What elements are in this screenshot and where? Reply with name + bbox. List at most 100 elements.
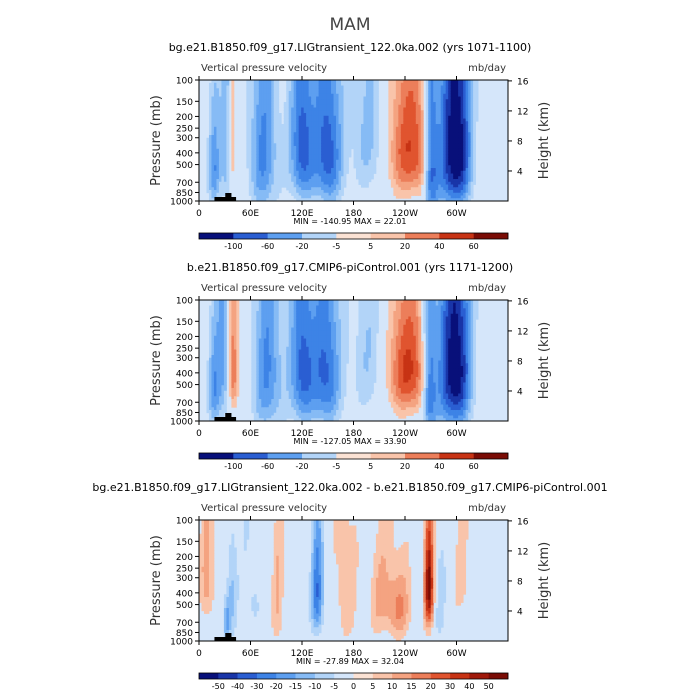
x-tick-label: 0 — [196, 429, 202, 439]
x-tick-label: 180 — [345, 649, 362, 659]
colorbar-swatch — [233, 453, 268, 459]
colorbar-tick-label: -10 — [308, 682, 321, 691]
colorbar-tick-label: 20 — [400, 462, 410, 471]
y-tick-label: 700 — [176, 619, 193, 629]
panels: bg.e21.B1850.f09_g17.LIGtransient_122.0k… — [92, 41, 607, 691]
colorbar-tick-label: 5 — [370, 682, 375, 691]
y2-tick-label: 8 — [517, 137, 523, 147]
colorbar-swatch — [334, 673, 354, 679]
topography — [214, 413, 237, 421]
x-tick-label: 120W — [392, 649, 418, 659]
colorbar-tick-label: -5 — [330, 682, 338, 691]
colorbar-swatch — [469, 673, 489, 679]
colorbar-swatch — [372, 673, 393, 679]
x-tick-label: 120W — [392, 429, 418, 439]
y2-axis-label: Height (km) — [537, 322, 552, 399]
x-tick-label: 120E — [291, 209, 314, 219]
y2-tick-label: 4 — [517, 387, 523, 397]
colorbar-tick-label: -15 — [289, 682, 302, 691]
y-tick-label: 850 — [176, 189, 193, 199]
contour-field — [199, 80, 508, 202]
colorbar-swatch — [370, 453, 406, 459]
y-tick-label: 100 — [176, 517, 193, 527]
y-axis-label: Pressure (mb) — [149, 315, 164, 406]
x-tick-label: 120W — [392, 209, 418, 219]
x-tick-label: 60E — [242, 429, 259, 439]
y-tick-label: 150 — [176, 318, 193, 328]
y-tick-label: 250 — [176, 565, 193, 575]
colorbar-tick-label: 40 — [464, 682, 474, 691]
x-tick-label: 120E — [291, 429, 314, 439]
colorbar-swatch — [405, 453, 440, 459]
colorbar-swatch — [276, 673, 296, 679]
x-tick-label: 60W — [446, 649, 466, 659]
colorbar: -100 -60 -20 -5 5 20 40 60 — [198, 232, 509, 251]
y2-tick-label: 12 — [517, 547, 528, 557]
colorbar-tick-label: 40 — [434, 462, 444, 471]
y-tick-label: 100 — [176, 77, 193, 87]
panel-title: b.e21.B1850.f09_g17.CMIP6-piControl.001 … — [187, 261, 513, 274]
y-tick-label: 400 — [176, 369, 193, 379]
y-tick-label: 200 — [176, 113, 193, 123]
colorbar-swatch — [233, 233, 268, 239]
x-axis: 0 60E 120E 180 120W 60W — [196, 516, 467, 659]
right-label: mb/day — [468, 503, 506, 514]
colorbar-tick-label: -5 — [332, 242, 340, 251]
y-tick-label: 100 — [176, 297, 193, 307]
left-label: Vertical pressure velocity — [201, 63, 327, 74]
colorbar-tick-label: -20 — [270, 682, 283, 691]
y2-axis-label: Height (km) — [537, 542, 552, 619]
x-tick-label: 60W — [446, 429, 466, 439]
y-tick-label: 500 — [176, 161, 193, 171]
panel-title: bg.e21.B1850.f09_g17.LIGtransient_122.0k… — [92, 481, 607, 494]
y-tick-label: 700 — [176, 399, 193, 409]
y-tick-label: 300 — [176, 354, 193, 364]
y-tick-label: 400 — [176, 589, 193, 599]
y2-axis-label: Height (km) — [537, 102, 552, 179]
colorbar-tick-label: 15 — [406, 682, 416, 691]
min-max-label: MIN = -127.05 MAX = 33.90 — [293, 437, 406, 446]
colorbar-swatch — [473, 233, 509, 239]
y-tick-label: 200 — [176, 333, 193, 343]
left-label: Vertical pressure velocity — [201, 503, 327, 514]
x-axis: 0 60E 120E 180 120W 60W — [196, 76, 467, 219]
y-tick-label: 300 — [176, 574, 193, 584]
x-axis: 0 60E 120E 180 120W 60W — [196, 296, 467, 439]
colorbar: -100 -60 -20 -5 5 20 40 60 — [198, 452, 509, 471]
y-tick-label: 850 — [176, 629, 193, 639]
colorbar-tick-label: 50 — [484, 682, 494, 691]
colorbar-swatch — [314, 673, 335, 679]
colorbar-tick-label: 30 — [445, 682, 455, 691]
right-label: mb/day — [468, 63, 506, 74]
colorbar-swatch — [267, 453, 303, 459]
y2-tick-label: 4 — [517, 607, 523, 617]
y-tick-label: 500 — [176, 381, 193, 391]
y-tick-label: 300 — [176, 134, 193, 144]
colorbar-swatch — [353, 673, 374, 679]
y2-axis: 4 8 12 16 Height (km) — [508, 297, 552, 399]
contour-field — [199, 300, 508, 422]
panel-1: bg.e21.B1850.f09_g17.LIGtransient_122.0k… — [149, 41, 552, 251]
colorbar-tick-label: 60 — [469, 462, 479, 471]
figure-title: MAM — [330, 15, 371, 35]
x-tick-label: 120E — [291, 649, 314, 659]
topography — [214, 633, 237, 641]
colorbar-tick-label: 5 — [368, 462, 373, 471]
y2-tick-label: 16 — [517, 77, 529, 87]
colorbar-tick-label: -60 — [261, 462, 274, 471]
colorbar-swatch — [439, 453, 474, 459]
colorbar-tick-label: -40 — [231, 682, 244, 691]
colorbar-swatch — [473, 453, 509, 459]
colorbar-tick-label: -100 — [224, 242, 242, 251]
x-tick-label: 180 — [345, 209, 362, 219]
y-tick-label: 400 — [176, 149, 193, 159]
contour-field — [199, 520, 508, 642]
colorbar-swatch — [237, 673, 258, 679]
colorbar-swatch — [450, 673, 470, 679]
colorbar-swatch — [302, 233, 337, 239]
colorbar-tick-label: -5 — [332, 462, 340, 471]
colorbar-swatch — [336, 233, 371, 239]
